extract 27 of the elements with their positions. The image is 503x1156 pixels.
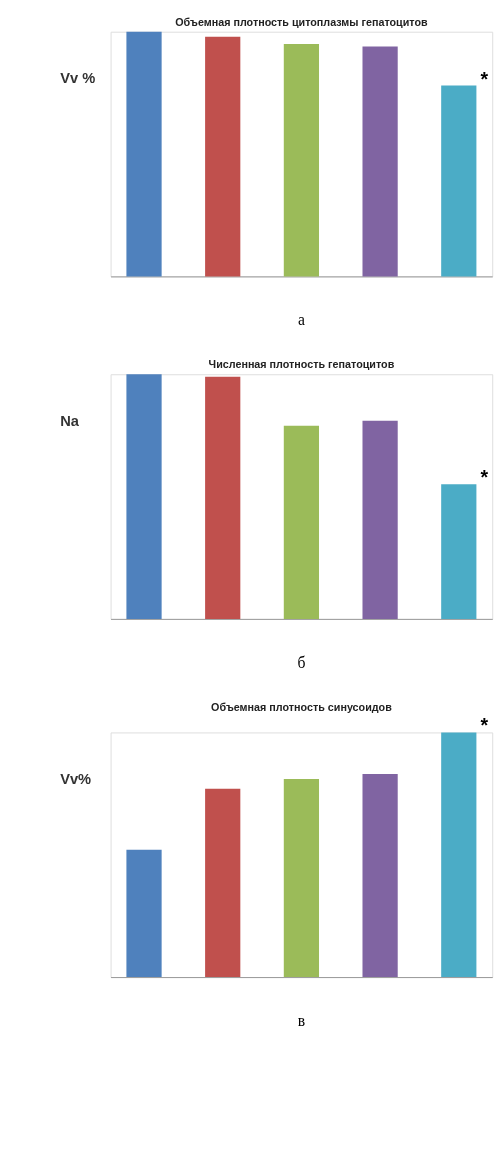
- bar: [205, 788, 241, 978]
- bar: [126, 849, 162, 978]
- bar: [283, 43, 320, 277]
- bar: [441, 484, 477, 619]
- text: в: [297, 1012, 306, 1029]
- annotation: *: [480, 714, 489, 737]
- chart-title: Объемная плотность синусоидов: [211, 700, 393, 713]
- chart-title: Численная плотность гепатоцитов: [208, 358, 395, 371]
- annotation: *: [480, 466, 489, 489]
- bar: [362, 420, 398, 619]
- y-axis-title: Na: [60, 412, 80, 429]
- bar: [205, 36, 241, 277]
- bar: [441, 85, 477, 277]
- annotation: *: [480, 67, 489, 90]
- bar: [441, 732, 477, 978]
- bar: [126, 31, 162, 277]
- bar: [283, 778, 320, 978]
- text: б: [297, 653, 306, 671]
- bar: [362, 774, 398, 978]
- y-axis-title: Vv %: [60, 70, 96, 87]
- text: а: [297, 311, 305, 329]
- bar: [126, 374, 162, 619]
- chart-title: Объемная плотность цитоплазмы гепатоцитов: [175, 15, 428, 28]
- bar: [362, 46, 398, 277]
- y-axis-title: Vv%: [60, 770, 92, 787]
- bar: [283, 425, 320, 619]
- bar: [205, 376, 241, 619]
